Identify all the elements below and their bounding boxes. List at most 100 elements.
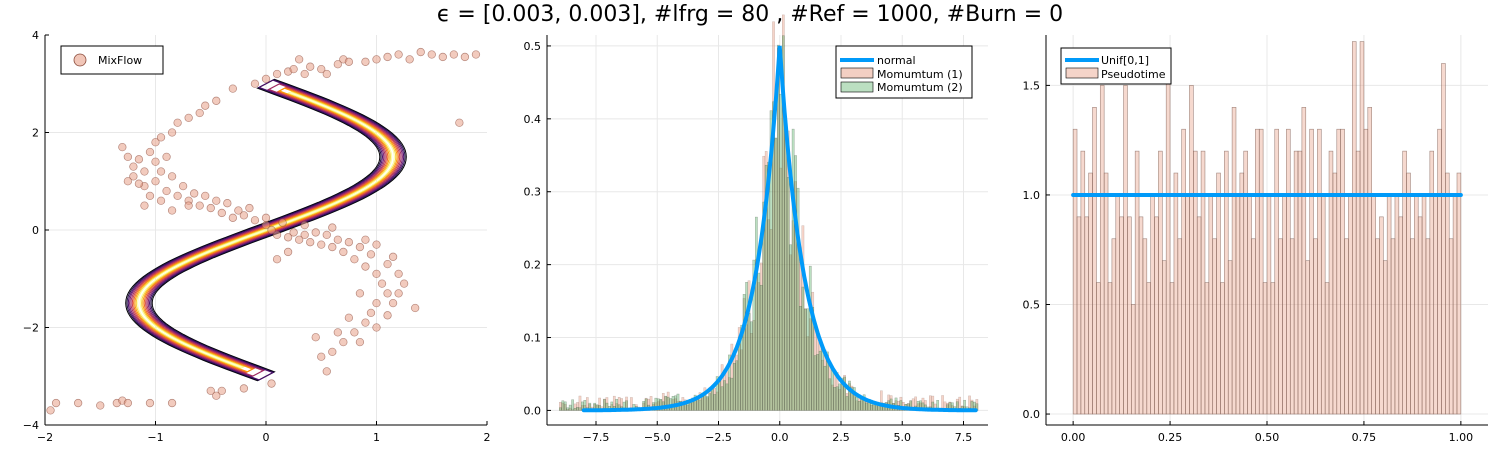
histogram-bar — [706, 396, 709, 411]
scatter-point — [295, 235, 304, 244]
histogram-bar — [1410, 238, 1415, 415]
scatter-point — [250, 79, 260, 88]
x-tick-label: −1 — [147, 431, 163, 444]
histogram-bar — [1359, 41, 1365, 415]
histogram-bar — [1185, 194, 1190, 415]
histogram-bar — [838, 389, 841, 411]
y-tick-label: 2 — [32, 127, 39, 140]
histogram-bar — [563, 401, 567, 411]
scatter-point — [455, 118, 464, 127]
histogram-bar — [872, 404, 876, 411]
histogram-bar — [684, 399, 687, 411]
scatter-point — [245, 203, 254, 213]
histogram-bar — [1309, 128, 1314, 415]
scatter-point — [156, 167, 166, 176]
histogram-bar — [818, 350, 822, 411]
histogram-bar — [1398, 216, 1404, 415]
x-tick-label: −2 — [37, 431, 53, 444]
scatter-point — [328, 242, 337, 252]
histogram-bar — [1386, 194, 1392, 415]
histogram-bar — [1351, 41, 1357, 415]
contour-line — [134, 87, 398, 373]
histogram-bar — [1332, 172, 1338, 415]
histogram-bar — [1328, 150, 1334, 415]
histogram-bar — [1224, 150, 1229, 415]
histogram-bar — [850, 387, 854, 411]
histogram-bar — [1200, 150, 1206, 415]
scatter-point — [73, 398, 83, 408]
histogram-bar — [845, 393, 849, 411]
histogram-bar — [791, 220, 795, 411]
x-tick-label: 0.00 — [1061, 431, 1086, 444]
histogram-bar — [1134, 150, 1140, 415]
histogram-bar — [794, 181, 797, 411]
scatter-point — [350, 255, 359, 264]
figure-title: ϵ = [0.003, 0.003], #lfrg = 80 , #Ref = … — [437, 2, 1063, 27]
histogram-bar — [816, 354, 819, 411]
histogram-bar — [1421, 194, 1427, 415]
histogram-bar — [759, 262, 763, 411]
histogram-bar — [889, 395, 893, 411]
x-tick-label: 0 — [263, 431, 270, 444]
histogram-bar — [1158, 150, 1163, 415]
scatter-point — [156, 196, 166, 205]
histogram-bar — [1355, 150, 1361, 415]
scatter-point — [195, 108, 204, 118]
histogram-bar — [706, 397, 709, 411]
scatter-point — [217, 386, 226, 396]
histogram-bar — [1433, 194, 1438, 415]
histogram-bar — [862, 394, 866, 411]
histogram-bar — [1278, 238, 1283, 415]
histogram-bar — [1103, 172, 1109, 415]
scatter-point — [411, 303, 420, 313]
histogram-bar — [777, 44, 780, 411]
histogram-bar — [750, 321, 753, 411]
histogram-bar — [1154, 216, 1159, 415]
scatter-point — [140, 201, 149, 210]
histogram-bar — [1142, 238, 1148, 415]
scatter-point — [272, 230, 282, 240]
histogram-bar — [786, 177, 790, 411]
scatter-point — [317, 352, 326, 361]
scatter-point — [184, 113, 193, 123]
histogram-bar — [843, 376, 846, 411]
y-tick-label: 0.0 — [524, 404, 542, 417]
scatter-point — [322, 367, 331, 376]
scatter-point — [300, 230, 309, 240]
histogram-bar — [1390, 238, 1396, 415]
histogram-bar — [1286, 128, 1291, 415]
scatter-point — [212, 196, 221, 205]
histogram-bar — [1231, 107, 1237, 415]
histogram-bar — [1212, 238, 1217, 415]
y-tick-label: 0.2 — [524, 259, 542, 272]
scatter-point — [333, 60, 342, 69]
scatter-point — [134, 179, 144, 188]
scatter-point — [145, 147, 155, 157]
scatter-point — [355, 289, 365, 298]
scatter-point — [162, 152, 171, 162]
histogram-bar — [794, 155, 797, 411]
scatter-point — [333, 328, 342, 337]
histogram-bar — [870, 404, 873, 411]
x-tick-label: 1.00 — [1449, 431, 1474, 444]
x-tick-label: 1 — [373, 431, 380, 444]
histogram-bar — [1417, 216, 1423, 415]
histogram-bar — [1138, 216, 1144, 415]
legend-swatch — [840, 81, 874, 93]
contour-line — [135, 91, 397, 369]
histogram-bar — [850, 385, 854, 411]
scatter-point — [173, 191, 182, 201]
histogram-bar — [742, 298, 746, 411]
histogram-bar — [772, 101, 775, 411]
scatter-point — [394, 289, 403, 298]
histogram-bar — [1169, 282, 1175, 415]
scatter-point — [272, 69, 282, 79]
contour-line — [125, 78, 407, 382]
histogram-bar — [1448, 238, 1454, 415]
histogram-bar — [559, 401, 562, 411]
histogram-bar — [659, 399, 663, 411]
contour-line — [130, 83, 402, 377]
histogram-bar — [1115, 194, 1120, 415]
scatter-point — [201, 191, 210, 201]
histogram-bar — [686, 404, 690, 411]
